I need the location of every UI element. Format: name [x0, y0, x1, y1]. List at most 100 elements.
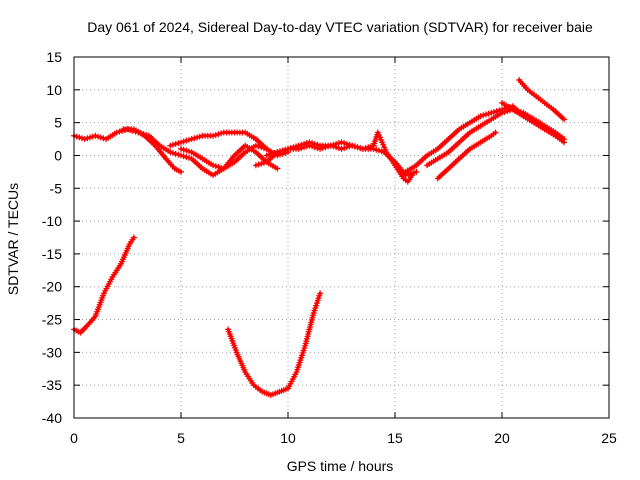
y-tick-label: 5: [54, 115, 62, 131]
data-point: [167, 149, 174, 156]
data-series-arc-2: [120, 126, 184, 175]
data-point: [255, 161, 262, 168]
data-point: [341, 140, 348, 147]
y-tick-label: -25: [42, 312, 62, 328]
data-point: [175, 151, 182, 158]
y-tick-label: -10: [42, 213, 62, 229]
data-point: [333, 140, 340, 147]
data-point: [116, 128, 123, 135]
data-series-arc-10: [424, 106, 568, 169]
data-point: [330, 141, 337, 148]
data-point: [95, 133, 102, 140]
data-point: [188, 136, 195, 143]
y-tick-label: -5: [50, 180, 63, 196]
data-point: [561, 136, 568, 143]
data-point: [293, 143, 300, 150]
data-point: [271, 149, 278, 156]
data-point: [180, 146, 187, 153]
data-point: [183, 154, 190, 161]
data-point: [285, 145, 291, 152]
data-point: [327, 142, 334, 149]
data-point: [183, 137, 190, 144]
chart-title: Day 061 of 2024, Sidereal Day-to-day VTE…: [87, 19, 593, 35]
data-point: [191, 135, 198, 142]
data-point: [194, 134, 201, 141]
data-point: [212, 131, 219, 138]
data-point: [212, 163, 219, 170]
data-point: [178, 145, 184, 152]
data-point: [359, 145, 366, 152]
x-tick-label: 25: [601, 430, 617, 446]
y-tick-label: -30: [42, 344, 62, 360]
data-point: [169, 149, 176, 156]
data-point: [97, 134, 104, 141]
y-tick-label: 15: [46, 49, 62, 65]
x-tick-label: 0: [70, 430, 78, 446]
data-point: [130, 234, 137, 241]
x-tick-label: 10: [280, 430, 296, 446]
data-point: [301, 140, 308, 147]
data-point: [180, 138, 187, 145]
data-point: [338, 139, 345, 146]
data-point: [210, 162, 217, 169]
data-point: [317, 290, 324, 297]
data-point: [306, 139, 313, 146]
y-tick-label: -15: [42, 246, 62, 262]
data-point: [309, 140, 316, 147]
data-point: [413, 168, 420, 175]
data-point: [92, 132, 99, 139]
data-point: [79, 135, 86, 142]
data-point: [276, 148, 283, 155]
data-point: [113, 129, 120, 136]
data-point: [343, 140, 350, 147]
data-point: [490, 108, 497, 115]
data-points: [71, 76, 568, 399]
data-series-arc-1: [71, 126, 152, 143]
data-point: [287, 145, 294, 152]
y-tick-label: -35: [42, 377, 62, 393]
data-point: [178, 152, 184, 159]
data-point: [252, 162, 259, 169]
x-tick-label: 5: [177, 430, 185, 446]
data-point: [172, 150, 179, 157]
data-point: [314, 141, 321, 148]
data-series-arc-12: [499, 99, 568, 143]
data-series-arc-8: [370, 129, 416, 185]
data-point: [335, 140, 342, 147]
data-point: [499, 109, 505, 116]
data-point: [338, 145, 345, 152]
data-point: [282, 146, 289, 153]
data-point: [258, 144, 265, 151]
data-point: [196, 133, 203, 140]
data-series-arc-14: [71, 234, 137, 336]
y-axis-label: SDTVAR / TECUs: [5, 183, 21, 295]
data-point: [178, 139, 184, 146]
data-point: [260, 159, 267, 166]
data-point: [186, 154, 193, 161]
x-tick-label: 20: [494, 430, 510, 446]
data-point: [354, 144, 361, 151]
data-point: [373, 146, 380, 153]
data-point: [266, 151, 273, 158]
data-point: [186, 136, 193, 143]
data-point: [378, 148, 385, 155]
data-point: [349, 142, 356, 149]
data-point: [346, 141, 353, 148]
grid-lines: [74, 57, 609, 418]
data-point: [172, 140, 179, 147]
data-point: [303, 140, 310, 147]
data-point: [255, 143, 262, 150]
data-point: [365, 144, 372, 151]
data-series-arc-13: [516, 76, 568, 123]
data-series-arc-5: [178, 142, 270, 172]
data-point: [169, 141, 176, 148]
data-point: [274, 149, 281, 156]
data-point: [357, 145, 364, 152]
data-point: [295, 142, 302, 149]
y-tick-label: 0: [54, 147, 62, 163]
data-point: [482, 111, 489, 118]
data-point: [375, 147, 382, 154]
axis-ticks: 0 5 10 15 20 25 -40 -35 -30 -25 -20 -15 -10 -5 0 5 10 15: [42, 49, 617, 446]
x-tick-label: 15: [387, 430, 403, 446]
